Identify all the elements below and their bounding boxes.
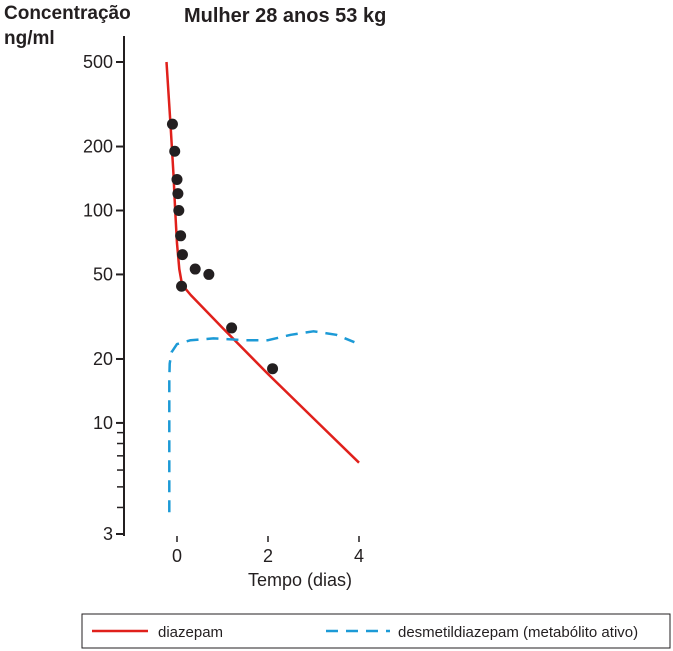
- data-point: [175, 230, 187, 242]
- legend-label-desmetil: desmetildiazepam (metabólito ativo): [398, 624, 638, 641]
- legend-box: [81, 613, 671, 649]
- chart-series: [165, 61, 360, 513]
- data-point: [203, 268, 215, 280]
- data-point: [166, 118, 178, 130]
- data-point: [226, 322, 238, 334]
- y-tick-label: 50: [93, 264, 113, 284]
- data-point: [173, 204, 185, 216]
- x-axis-label: Tempo (dias): [248, 570, 352, 590]
- x-tick-label: 4: [354, 546, 364, 566]
- data-point: [171, 173, 183, 185]
- data-point: [169, 145, 181, 157]
- data-point: [189, 263, 201, 275]
- legend: diazepam desmetildiazepam (metabólito at…: [81, 613, 671, 649]
- y-axis-label-line1: Concentração: [4, 3, 131, 24]
- series-line-desmetildiazepam: [168, 330, 355, 513]
- y-tick-label: 100: [83, 200, 113, 220]
- y-tick-label: 500: [83, 52, 113, 72]
- y-tick-label: 3: [103, 524, 113, 544]
- legend-label-diazepam: diazepam: [158, 624, 223, 641]
- data-point: [172, 188, 184, 200]
- data-point: [176, 249, 188, 261]
- y-axis-label-line2: ng/ml: [4, 28, 55, 49]
- y-tick-label: 10: [93, 413, 113, 433]
- x-tick-label: 2: [263, 546, 273, 566]
- chart-points: [166, 118, 279, 375]
- y-tick-label: 20: [93, 349, 113, 369]
- x-tick-label: 0: [172, 546, 182, 566]
- series-line-diazepam: [165, 61, 360, 464]
- y-tick-label: 200: [83, 137, 113, 157]
- data-point: [267, 363, 279, 375]
- data-point: [176, 280, 188, 292]
- chart-title: Mulher 28 anos 53 kg: [184, 5, 387, 27]
- chart-axes: 500 200 100 50 20 10 3 0 2 4: [83, 36, 364, 566]
